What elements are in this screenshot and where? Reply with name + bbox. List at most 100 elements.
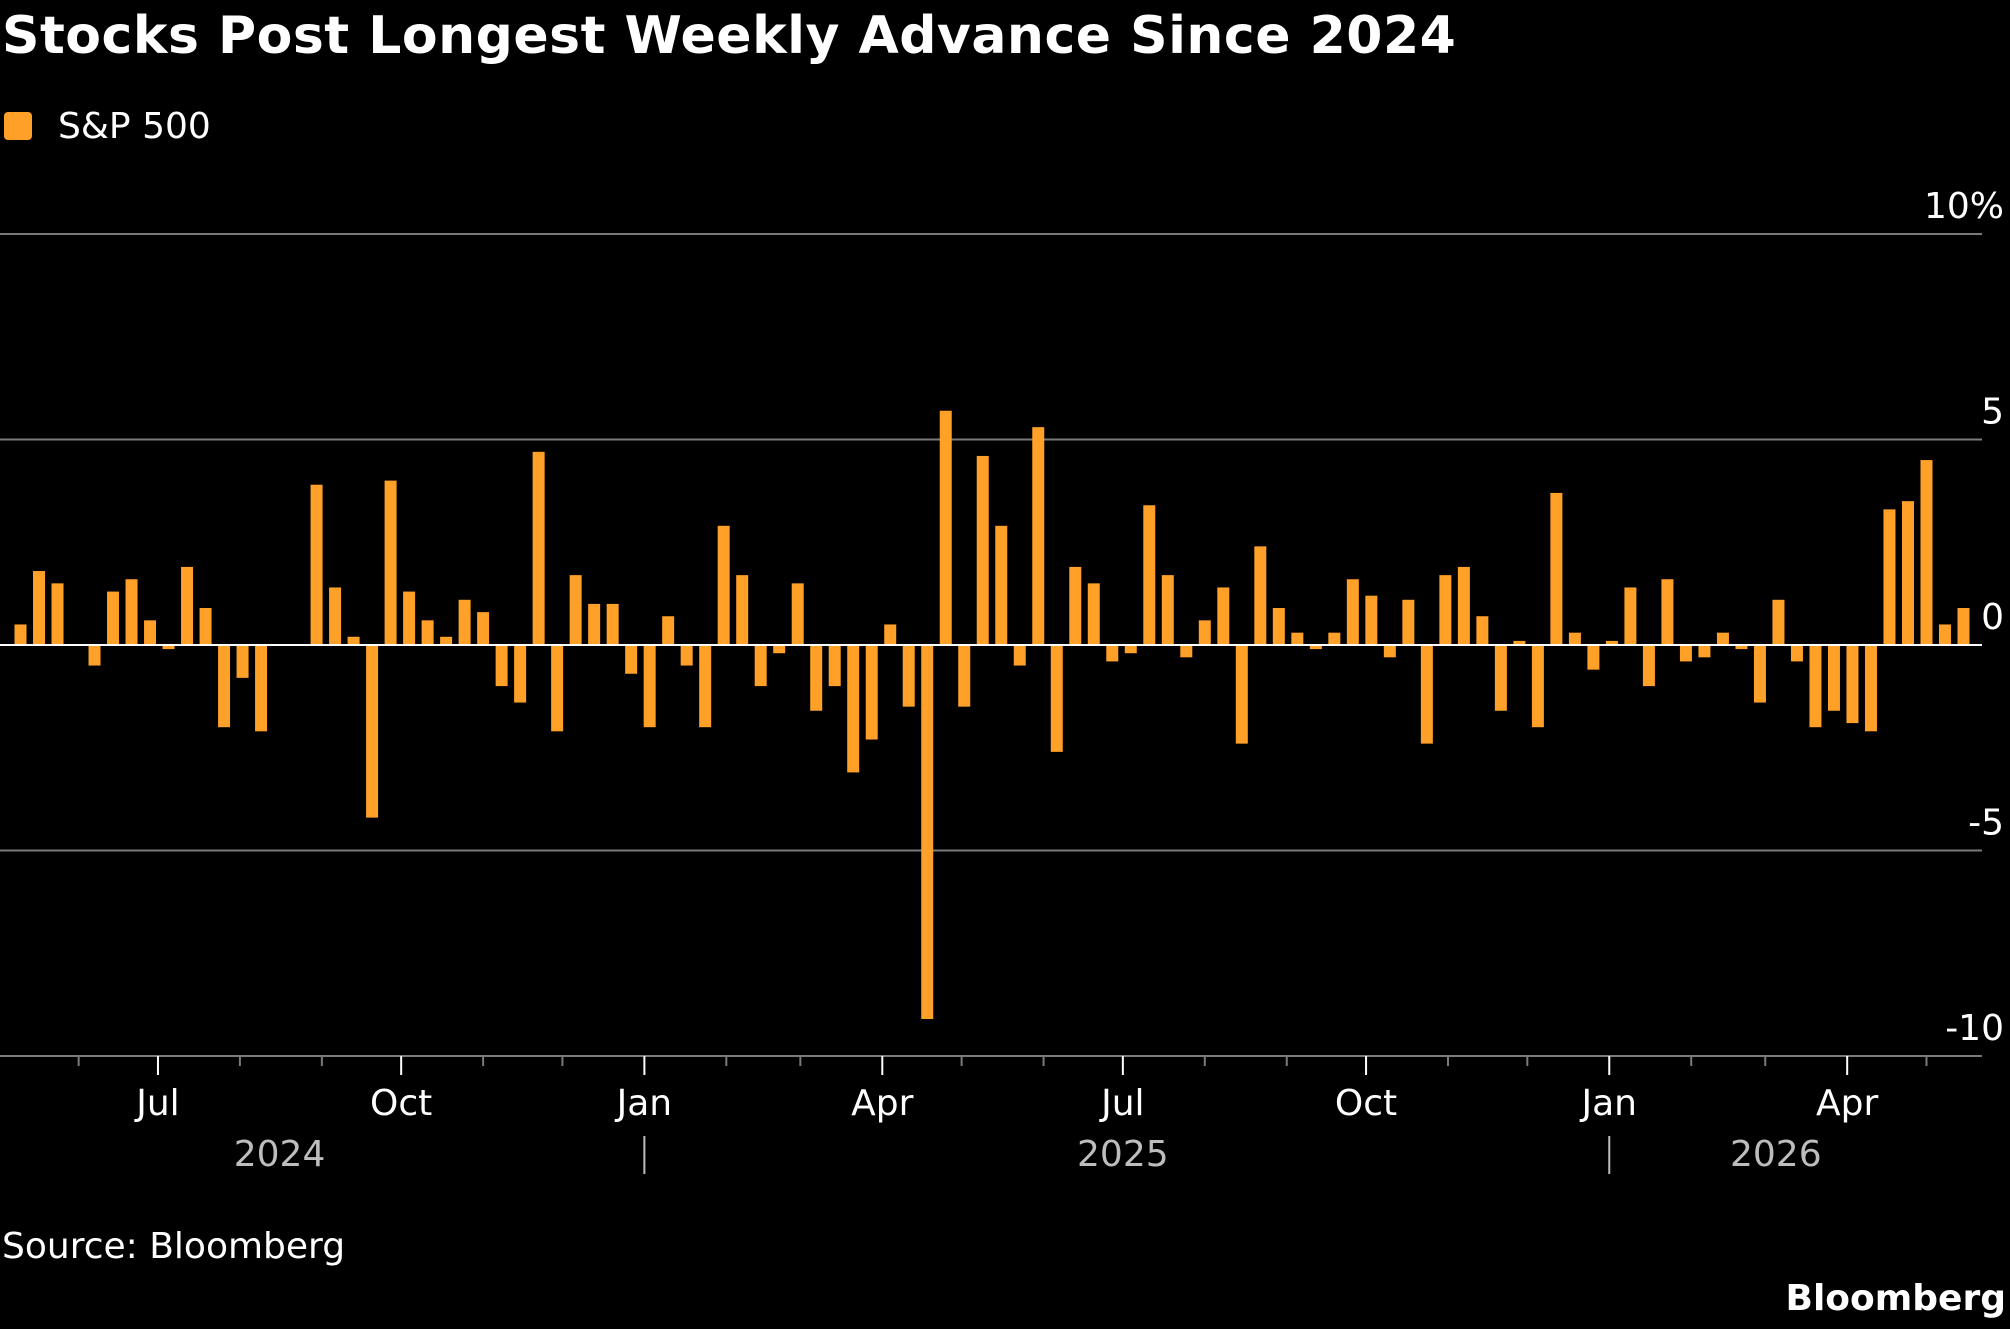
bar: [588, 603, 601, 645]
x-tick-label: Oct: [370, 1083, 432, 1124]
bar: [218, 645, 231, 728]
bar: [1254, 546, 1267, 645]
bar: [51, 583, 64, 645]
bar: [421, 620, 434, 645]
bar: [1161, 575, 1174, 645]
bar: [384, 480, 397, 645]
bar: [14, 624, 27, 645]
bar: [1827, 645, 1840, 711]
bar: [643, 645, 656, 728]
source-note: Source: Bloomberg: [2, 1226, 346, 1267]
x-tick-label: Jul: [1099, 1083, 1144, 1124]
bar: [1050, 645, 1063, 752]
bar: [144, 620, 157, 645]
bar: [1605, 640, 1618, 645]
bar: [403, 591, 416, 645]
legend-label: S&P 500: [58, 105, 211, 147]
bar: [181, 566, 194, 645]
bar: [680, 645, 693, 666]
bar: [514, 645, 527, 703]
bar: [1198, 620, 1211, 645]
bar: [1550, 492, 1563, 645]
x-tick-label: Oct: [1335, 1083, 1397, 1124]
bar: [1938, 624, 1951, 645]
bar: [1439, 575, 1452, 645]
y-axis-labels: 10% 5 0 -5 -10: [1924, 186, 2004, 1049]
chart-title: Stocks Post Longest Weekly Advance Since…: [2, 6, 1457, 66]
bar: [1513, 640, 1526, 645]
bar: [606, 603, 619, 645]
bar: [865, 645, 878, 740]
bar: [1661, 579, 1674, 645]
bar: [1217, 587, 1230, 645]
bar: [366, 645, 379, 818]
bar: [1716, 632, 1729, 645]
bar: [125, 579, 138, 645]
y-tick-label: -10: [1945, 1008, 2004, 1049]
bar: [1624, 587, 1637, 645]
x-tick-label: Jul: [134, 1083, 179, 1124]
bar: [162, 645, 175, 650]
bar: [495, 645, 508, 687]
brand-logo: Bloomberg: [1785, 1278, 2006, 1319]
bar: [921, 645, 934, 1020]
bar: [1402, 599, 1415, 645]
x-year-label: 2026: [1730, 1134, 1822, 1175]
bar: [310, 484, 323, 645]
bar: [1864, 645, 1877, 732]
x-tick-label: Apr: [851, 1083, 913, 1124]
bar: [551, 645, 564, 732]
x-year-label: 2024: [234, 1134, 326, 1175]
bar: [958, 645, 971, 707]
x-axis: Jul Oct Jan Apr Jul Oct Jan Apr 2024 2025 2026: [77, 1056, 1928, 1175]
bar: [699, 645, 712, 728]
bar: [976, 455, 989, 645]
bar: [1531, 645, 1544, 728]
bar: [939, 410, 952, 645]
bar: [625, 645, 638, 674]
bar: [1383, 645, 1396, 658]
bar: [329, 587, 342, 645]
bar: [347, 636, 360, 645]
bar: [255, 645, 268, 732]
bar: [88, 645, 101, 666]
bar: [736, 575, 749, 645]
bar: [902, 645, 915, 707]
bar: [1957, 608, 1970, 645]
bar: [662, 616, 675, 645]
gridlines: [0, 233, 1982, 1057]
y-tick-label: 10%: [1924, 186, 2004, 227]
bar: [1679, 645, 1692, 662]
bar: [1809, 645, 1822, 728]
bar: [1494, 645, 1507, 711]
bar: [1476, 616, 1489, 645]
x-tick-label: Apr: [1816, 1083, 1878, 1124]
bar: [33, 571, 46, 645]
x-year-label: 2025: [1077, 1134, 1169, 1175]
bar: [1124, 645, 1137, 654]
bar: [828, 645, 841, 687]
bar: [810, 645, 823, 711]
y-tick-label: -5: [1968, 803, 2004, 844]
bar: [884, 624, 897, 645]
bar: [1642, 645, 1655, 687]
bar: [847, 645, 860, 773]
bar: [1365, 595, 1378, 645]
bar: [1013, 645, 1026, 666]
bar: [1735, 645, 1748, 650]
y-tick-label: 0: [1981, 597, 2004, 638]
bar: [1069, 566, 1082, 645]
bar: [1790, 645, 1803, 662]
bar: [1901, 501, 1914, 645]
bar: [1309, 645, 1322, 650]
bar: [1346, 579, 1359, 645]
bar: [532, 451, 545, 645]
bar: [1753, 645, 1766, 703]
bar: [791, 583, 804, 645]
bar: [1106, 645, 1119, 662]
y-tick-label: 5: [1981, 392, 2004, 433]
bar: [1143, 505, 1156, 645]
bar: [1883, 509, 1896, 645]
bars: [14, 410, 1970, 1020]
bar: [1587, 645, 1600, 670]
